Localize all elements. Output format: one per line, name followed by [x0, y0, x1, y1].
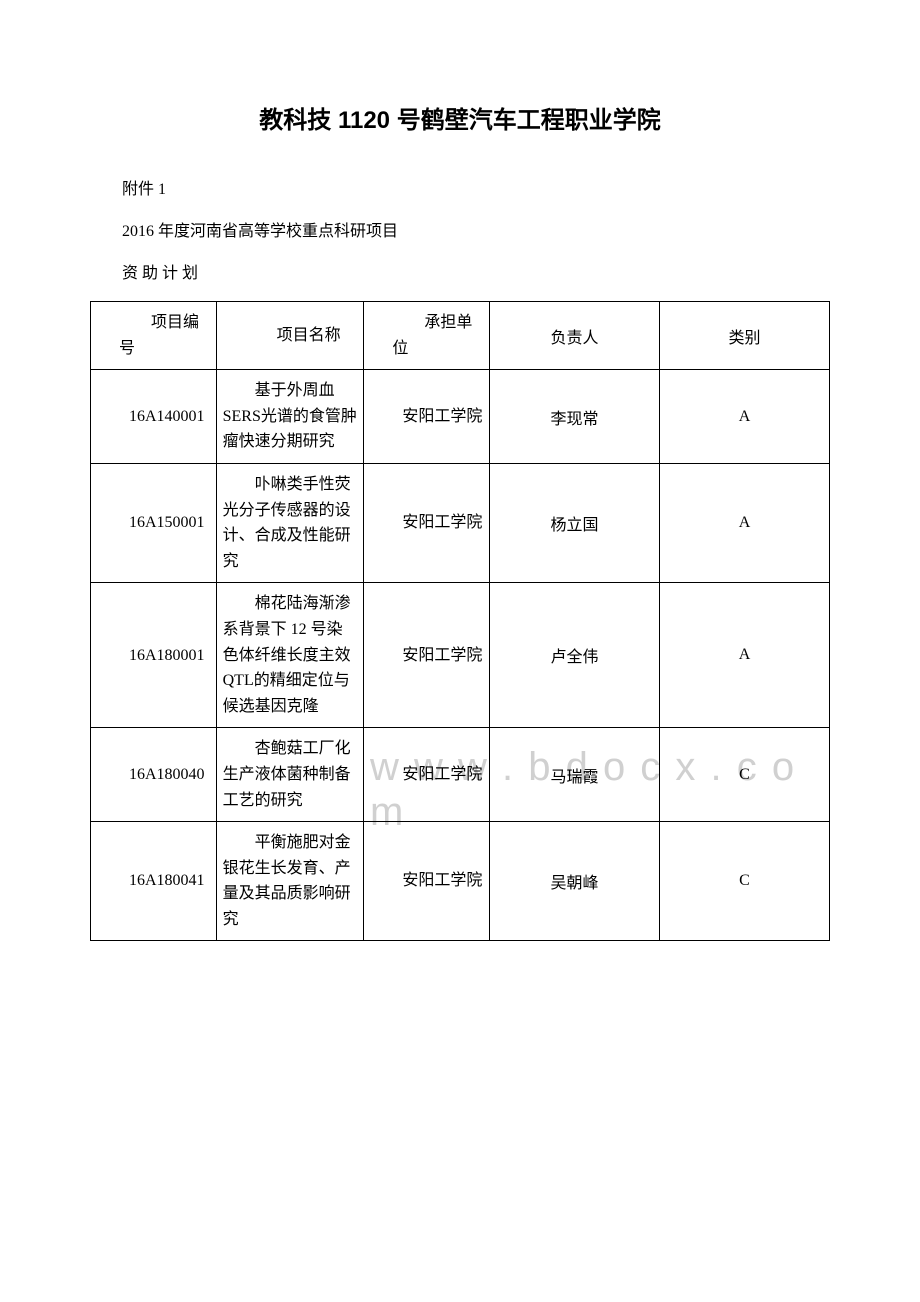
cell-person: 吴朝峰 — [490, 822, 660, 941]
table-row: 16A140001 基于外周血 SERS光谱的食管肿瘤快速分期研究 安阳工学院 … — [91, 370, 830, 464]
header-person: 负责人 — [490, 302, 660, 370]
report-title: 2016 年度河南省高等学校重点科研项目 — [90, 217, 830, 241]
page-title: 教科技 1120 号鹤壁汽车工程职业学院 — [90, 100, 830, 135]
document-body: 教科技 1120 号鹤壁汽车工程职业学院 附件 1 2016 年度河南省高等学校… — [90, 100, 830, 941]
table-row: 16A150001 卟啉类手性荧光分子传感器的设计、合成及性能研究 安阳工学院 … — [91, 463, 830, 582]
cell-project-name: 棉花陆海渐渗系背景下 12 号染色体纤维长度主效 QTL的精细定位与候选基因克隆 — [216, 583, 364, 728]
cell-project-name: 基于外周血 SERS光谱的食管肿瘤快速分期研究 — [216, 370, 364, 464]
cell-type: A — [660, 583, 830, 728]
cell-project-id: 16A180001 — [91, 583, 217, 728]
cell-type: A — [660, 370, 830, 464]
header-project-id: 项目编号 — [91, 302, 217, 370]
cell-org: 安阳工学院 — [364, 463, 490, 582]
cell-project-id: 16A150001 — [91, 463, 217, 582]
cell-project-name: 平衡施肥对金银花生长发育、产量及其品质影响研究 — [216, 822, 364, 941]
attachment-label: 附件 1 — [90, 175, 830, 199]
table-header-row: 项目编号 项目名称 承担单位 负责人 类别 — [91, 302, 830, 370]
cell-person: 李现常 — [490, 370, 660, 464]
plan-label: 资 助 计 划 — [90, 259, 830, 283]
cell-person: 卢全伟 — [490, 583, 660, 728]
cell-project-id: 16A180040 — [91, 728, 217, 822]
data-table-wrapper: 项目编号 项目名称 承担单位 负责人 类别 16A140001 基于外周血 SE… — [90, 301, 830, 941]
cell-org: 安阳工学院 — [364, 583, 490, 728]
cell-org: 安阳工学院 — [364, 370, 490, 464]
cell-type: A — [660, 463, 830, 582]
cell-project-name: 卟啉类手性荧光分子传感器的设计、合成及性能研究 — [216, 463, 364, 582]
table-row: 16A180040 杏鲍菇工厂化生产液体菌种制备工艺的研究 安阳工学院 马瑞霞 … — [91, 728, 830, 822]
header-org: 承担单位 — [364, 302, 490, 370]
cell-type: C — [660, 822, 830, 941]
table-row: 16A180041 平衡施肥对金银花生长发育、产量及其品质影响研究 安阳工学院 … — [91, 822, 830, 941]
cell-project-name: 杏鲍菇工厂化生产液体菌种制备工艺的研究 — [216, 728, 364, 822]
cell-project-id: 16A180041 — [91, 822, 217, 941]
cell-org: 安阳工学院 — [364, 822, 490, 941]
table-row: 16A180001 棉花陆海渐渗系背景下 12 号染色体纤维长度主效 QTL的精… — [91, 583, 830, 728]
cell-org: 安阳工学院 — [364, 728, 490, 822]
cell-project-id: 16A140001 — [91, 370, 217, 464]
header-project-name: 项目名称 — [216, 302, 364, 370]
cell-person: 马瑞霞 — [490, 728, 660, 822]
projects-table: 项目编号 项目名称 承担单位 负责人 类别 16A140001 基于外周血 SE… — [90, 301, 830, 941]
header-type: 类别 — [660, 302, 830, 370]
cell-person: 杨立国 — [490, 463, 660, 582]
cell-type: C — [660, 728, 830, 822]
